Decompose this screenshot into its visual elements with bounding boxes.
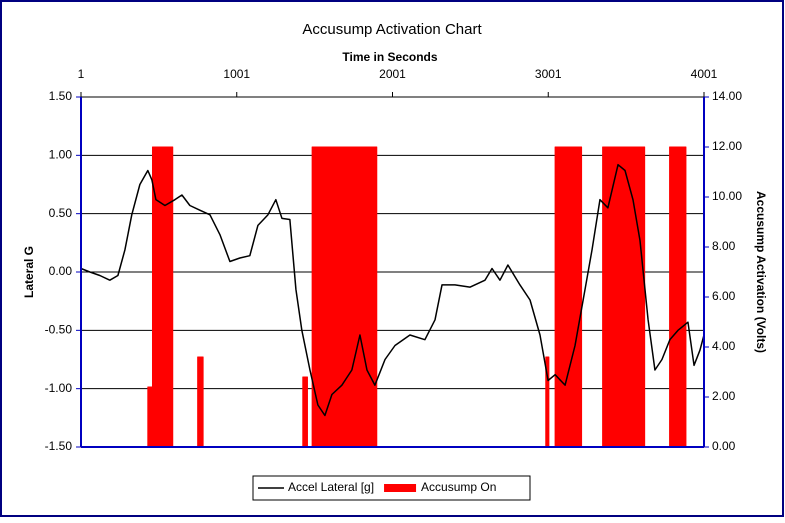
- y2-axis-label: Accusump Activation (Volts): [754, 191, 768, 353]
- y-tick-label: -1.00: [45, 381, 73, 395]
- y2-tick-label: 4.00: [712, 339, 736, 353]
- y2-tick-label: 6.00: [712, 289, 736, 303]
- legend-label: Accel Lateral [g]: [288, 480, 374, 494]
- accusump-area: [80, 146, 705, 448]
- y2-tick-label: 12.00: [712, 139, 742, 153]
- y-tick-label: 1.50: [49, 89, 73, 103]
- y-tick-label: -1.50: [45, 439, 73, 453]
- y-tick-label: 0.50: [49, 206, 73, 220]
- y-tick-label: 0.00: [49, 264, 73, 278]
- y2-tick-label: 10.00: [712, 189, 742, 203]
- x-tick-label: 2001: [379, 67, 406, 81]
- x-tick-label: 1001: [223, 67, 250, 81]
- chart-title: Accusump Activation Chart: [302, 21, 482, 38]
- x-tick-label: 1: [78, 67, 85, 81]
- legend-label: Accusump On: [421, 480, 496, 494]
- x-tick-label: 3001: [535, 67, 562, 81]
- y-tick-label: -0.50: [45, 323, 73, 337]
- y2-tick-label: 14.00: [712, 89, 742, 103]
- y2-tick-label: 0.00: [712, 439, 736, 453]
- y2-tick-label: 8.00: [712, 239, 736, 253]
- x-tick-label: 4001: [691, 67, 718, 81]
- y-tick-label: 1.00: [49, 148, 73, 162]
- y-axis-label: Lateral G: [22, 246, 36, 298]
- series-line: [80, 163, 705, 417]
- legend-swatch: [384, 484, 417, 492]
- x-axis-label: Time in Seconds: [342, 50, 437, 64]
- y2-tick-label: 2.00: [712, 389, 736, 403]
